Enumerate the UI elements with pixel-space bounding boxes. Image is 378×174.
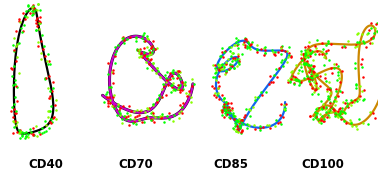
Text: CD70: CD70 bbox=[119, 158, 153, 171]
Text: CD85: CD85 bbox=[213, 158, 248, 171]
Text: CD40: CD40 bbox=[28, 158, 63, 171]
Text: CD100: CD100 bbox=[302, 158, 345, 171]
